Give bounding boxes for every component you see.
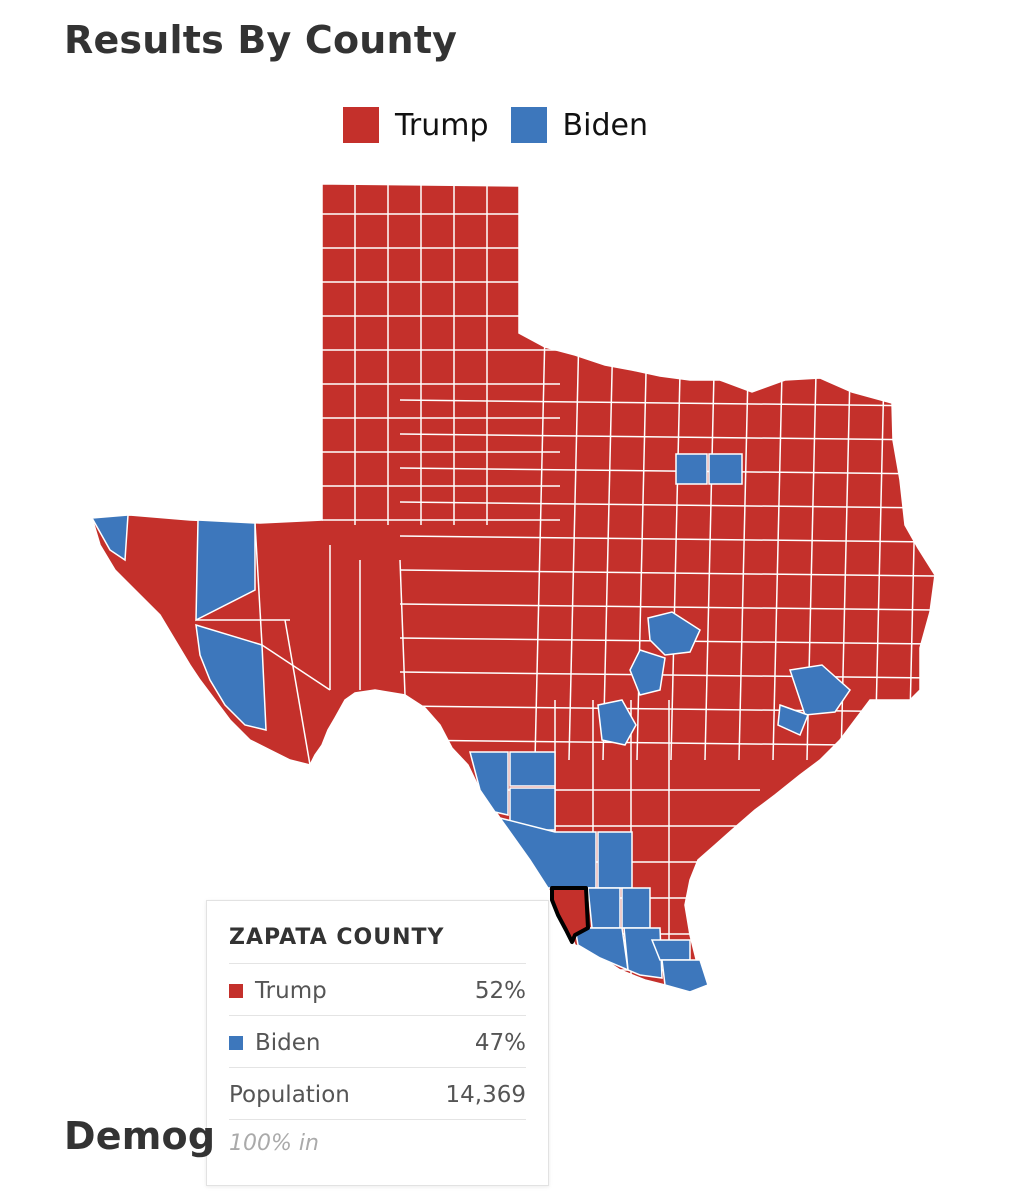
tooltip-reporting: 100% in — [229, 1131, 319, 1156]
county-tooltip: ZAPATA COUNTY Trump 52% Biden 47% Popula… — [206, 900, 549, 1186]
county-boundary — [399, 501, 935, 509]
county-hidalgo[interactable] — [623, 927, 663, 979]
county-boundary — [399, 467, 935, 475]
county-boundary — [399, 399, 935, 407]
county-boundary — [261, 644, 331, 691]
county-boundary — [670, 329, 682, 761]
biden-counties — [90, 453, 851, 993]
county-tarrant[interactable] — [675, 453, 708, 485]
county-brooks[interactable] — [621, 887, 651, 929]
county-boundary — [738, 329, 750, 761]
tooltip-value-population: 14,369 — [445, 1082, 526, 1108]
tooltip-divider — [229, 1067, 526, 1068]
legend-item-biden: Biden — [510, 107, 648, 143]
county-zapata-highlight[interactable] — [550, 886, 590, 944]
county-williamson[interactable] — [647, 611, 701, 656]
county-boundary — [704, 329, 716, 761]
tooltip-divider — [229, 1015, 526, 1016]
county-boundary — [772, 329, 784, 761]
county-travis[interactable] — [629, 649, 666, 696]
county-boundary — [284, 619, 311, 766]
county-boundary — [254, 522, 263, 646]
tooltip-county-name: ZAPATA COUNTY — [229, 925, 445, 950]
county-el-paso[interactable] — [90, 514, 129, 562]
county-dimmit[interactable] — [509, 787, 556, 831]
biden-square — [229, 1036, 243, 1050]
county-harris[interactable] — [789, 664, 851, 716]
section-title: Results By County — [64, 18, 458, 62]
tooltip-row-biden: Biden 47% — [229, 1017, 526, 1069]
legend-item-trump: Trump — [343, 107, 489, 143]
county-boundary — [874, 329, 886, 761]
county-boundary — [399, 535, 935, 543]
tooltip-label-biden: Biden — [255, 1030, 321, 1056]
county-boundary — [399, 559, 406, 696]
county-dallas[interactable] — [708, 453, 743, 485]
county-presidio[interactable] — [195, 623, 267, 731]
legend-label-biden: Biden — [562, 107, 648, 143]
trump-square — [229, 984, 243, 998]
county-boundary — [399, 569, 935, 577]
tooltip-divider — [229, 963, 526, 964]
tooltip-label-trump: Trump — [255, 978, 327, 1004]
county-cameron[interactable] — [661, 959, 709, 993]
trump-swatch — [343, 107, 379, 143]
county-maverick[interactable] — [469, 751, 509, 816]
county-culberson[interactable] — [195, 519, 256, 622]
county-fort-bend[interactable] — [777, 703, 809, 737]
county-zavala[interactable] — [509, 751, 556, 787]
county-boundary — [399, 671, 935, 679]
county-boundary — [399, 705, 935, 713]
tooltip-row-trump: Trump 52% — [229, 965, 526, 1017]
tooltip-value-trump: 52% — [474, 978, 526, 1004]
tooltip-divider — [229, 1119, 526, 1120]
tooltip-label-population: Population — [229, 1082, 350, 1108]
biden-swatch — [510, 107, 547, 143]
county-boundary — [399, 603, 935, 611]
county-boundary — [399, 433, 935, 441]
county-jim-hogg[interactable] — [587, 887, 621, 929]
tooltip-row-population: Population 14,369 — [229, 1069, 526, 1121]
map-legend: Trump Biden — [343, 107, 670, 143]
demographics-title: Demog — [64, 1114, 216, 1158]
county-duval[interactable] — [597, 831, 633, 889]
county-bexar[interactable] — [597, 699, 637, 746]
county-starr[interactable] — [574, 927, 629, 972]
legend-label-trump: Trump — [395, 107, 489, 143]
tooltip-value-biden: 47% — [474, 1030, 526, 1056]
